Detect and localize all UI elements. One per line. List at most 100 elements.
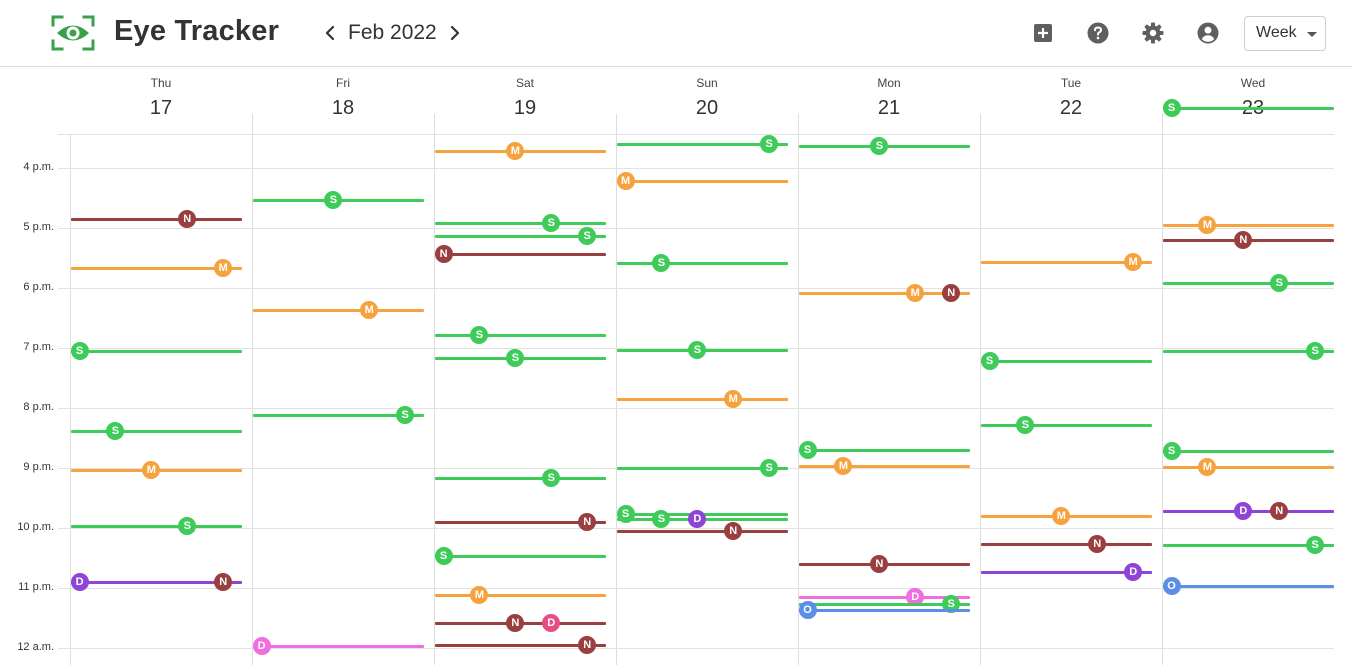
event-line[interactable] [435, 221, 606, 225]
event-line[interactable] [981, 260, 1152, 264]
event-line[interactable] [71, 217, 242, 221]
day-header[interactable]: Sat 19 [434, 67, 616, 122]
event-line[interactable] [1163, 106, 1334, 110]
event-marker-m[interactable]: M [470, 586, 489, 604]
event-marker-n[interactable]: N [1088, 535, 1107, 553]
event-marker-s[interactable]: S [1162, 442, 1181, 460]
event-marker-s[interactable]: S [1306, 342, 1325, 360]
event-line[interactable] [799, 291, 970, 295]
event-line[interactable] [799, 602, 970, 606]
event-line[interactable] [1163, 543, 1334, 547]
view-select[interactable]: Week [1244, 16, 1326, 51]
event-line[interactable] [799, 448, 970, 452]
event-marker-d[interactable]: D [1124, 563, 1143, 581]
event-line[interactable] [617, 261, 788, 265]
event-marker-m[interactable]: M [360, 301, 379, 319]
help-icon[interactable] [1086, 21, 1110, 45]
event-marker-s[interactable]: S [798, 441, 817, 459]
event-line[interactable] [981, 570, 1152, 574]
event-marker-m[interactable]: M [906, 284, 925, 302]
event-line[interactable] [253, 308, 424, 312]
event-marker-d[interactable]: D [252, 637, 271, 655]
event-marker-n[interactable]: N [578, 513, 597, 531]
event-line[interactable] [1163, 349, 1334, 353]
event-marker-m[interactable]: M [1052, 507, 1071, 525]
event-marker-s[interactable]: S [688, 341, 707, 359]
day-header[interactable]: Thu 17 [70, 67, 252, 122]
event-marker-n[interactable]: N [578, 636, 597, 654]
event-marker-s[interactable]: S [506, 349, 525, 367]
event-line[interactable] [981, 359, 1152, 363]
event-line[interactable] [435, 520, 606, 524]
gear-icon[interactable] [1141, 21, 1165, 45]
account-icon[interactable] [1196, 21, 1220, 45]
event-marker-s[interactable]: S [1162, 99, 1181, 117]
event-marker-n[interactable]: N [870, 555, 889, 573]
event-line[interactable] [617, 179, 788, 183]
event-marker-s[interactable]: S [324, 191, 343, 209]
event-line[interactable] [253, 413, 424, 417]
event-marker-s[interactable]: S [870, 137, 889, 155]
event-marker-d[interactable]: D [70, 573, 89, 591]
event-marker-o[interactable]: O [798, 601, 817, 619]
event-marker-s[interactable]: S [652, 510, 671, 528]
event-marker-n[interactable]: N [1270, 502, 1289, 520]
event-marker-n[interactable]: N [1234, 231, 1253, 249]
event-line[interactable] [617, 397, 788, 401]
chevron-left-icon[interactable] [321, 22, 339, 44]
day-header[interactable]: Tue 22 [980, 67, 1162, 122]
event-marker-d[interactable]: D [906, 588, 925, 606]
event-marker-s[interactable]: S [178, 517, 197, 535]
event-marker-s[interactable]: S [542, 469, 561, 487]
event-line[interactable] [71, 524, 242, 528]
event-marker-s[interactable]: S [1016, 416, 1035, 434]
event-marker-d[interactable]: D [542, 614, 561, 632]
event-line[interactable] [435, 252, 606, 256]
day-header[interactable]: Sun 20 [616, 67, 798, 122]
day-header[interactable]: Wed 23 [1162, 67, 1344, 122]
event-marker-s[interactable]: S [106, 422, 125, 440]
day-header[interactable]: Fri 18 [252, 67, 434, 122]
event-marker-s[interactable]: S [760, 459, 779, 477]
event-marker-s[interactable]: S [396, 406, 415, 424]
event-marker-m[interactable]: M [834, 457, 853, 475]
event-line[interactable] [1163, 584, 1334, 588]
event-line[interactable] [981, 423, 1152, 427]
event-marker-n[interactable]: N [178, 210, 197, 228]
event-marker-s[interactable]: S [1270, 274, 1289, 292]
event-marker-n[interactable]: N [724, 522, 743, 540]
event-line[interactable] [1163, 465, 1334, 469]
event-line[interactable] [71, 266, 242, 270]
event-marker-s[interactable]: S [470, 326, 489, 344]
event-marker-n[interactable]: N [434, 245, 453, 263]
event-marker-m[interactable]: M [142, 461, 161, 479]
chevron-right-icon[interactable] [446, 22, 464, 44]
event-marker-s[interactable]: S [1306, 536, 1325, 554]
event-marker-m[interactable]: M [616, 172, 635, 190]
day-header[interactable]: Mon 21 [798, 67, 980, 122]
event-line[interactable] [435, 234, 606, 238]
event-marker-s[interactable]: S [652, 254, 671, 272]
event-line[interactable] [435, 554, 606, 558]
event-line[interactable] [617, 466, 788, 470]
event-line[interactable] [71, 349, 242, 353]
event-line[interactable] [1163, 449, 1334, 453]
event-marker-m[interactable]: M [1124, 253, 1143, 271]
event-line[interactable] [799, 595, 970, 599]
event-line[interactable] [1163, 281, 1334, 285]
event-marker-d[interactable]: D [1234, 502, 1253, 520]
event-marker-s[interactable]: S [980, 352, 999, 370]
event-marker-s[interactable]: S [434, 547, 453, 565]
event-line[interactable] [253, 644, 424, 648]
event-line[interactable] [799, 464, 970, 468]
event-marker-m[interactable]: M [1198, 458, 1217, 476]
event-marker-s[interactable]: S [542, 214, 561, 232]
event-marker-o[interactable]: O [1162, 577, 1181, 595]
event-line[interactable] [981, 542, 1152, 546]
add-box-icon[interactable] [1031, 21, 1055, 45]
event-marker-d[interactable]: D [688, 510, 707, 528]
event-line[interactable] [71, 429, 242, 433]
event-marker-n[interactable]: N [214, 573, 233, 591]
event-marker-m[interactable]: M [1198, 216, 1217, 234]
event-marker-m[interactable]: M [724, 390, 743, 408]
